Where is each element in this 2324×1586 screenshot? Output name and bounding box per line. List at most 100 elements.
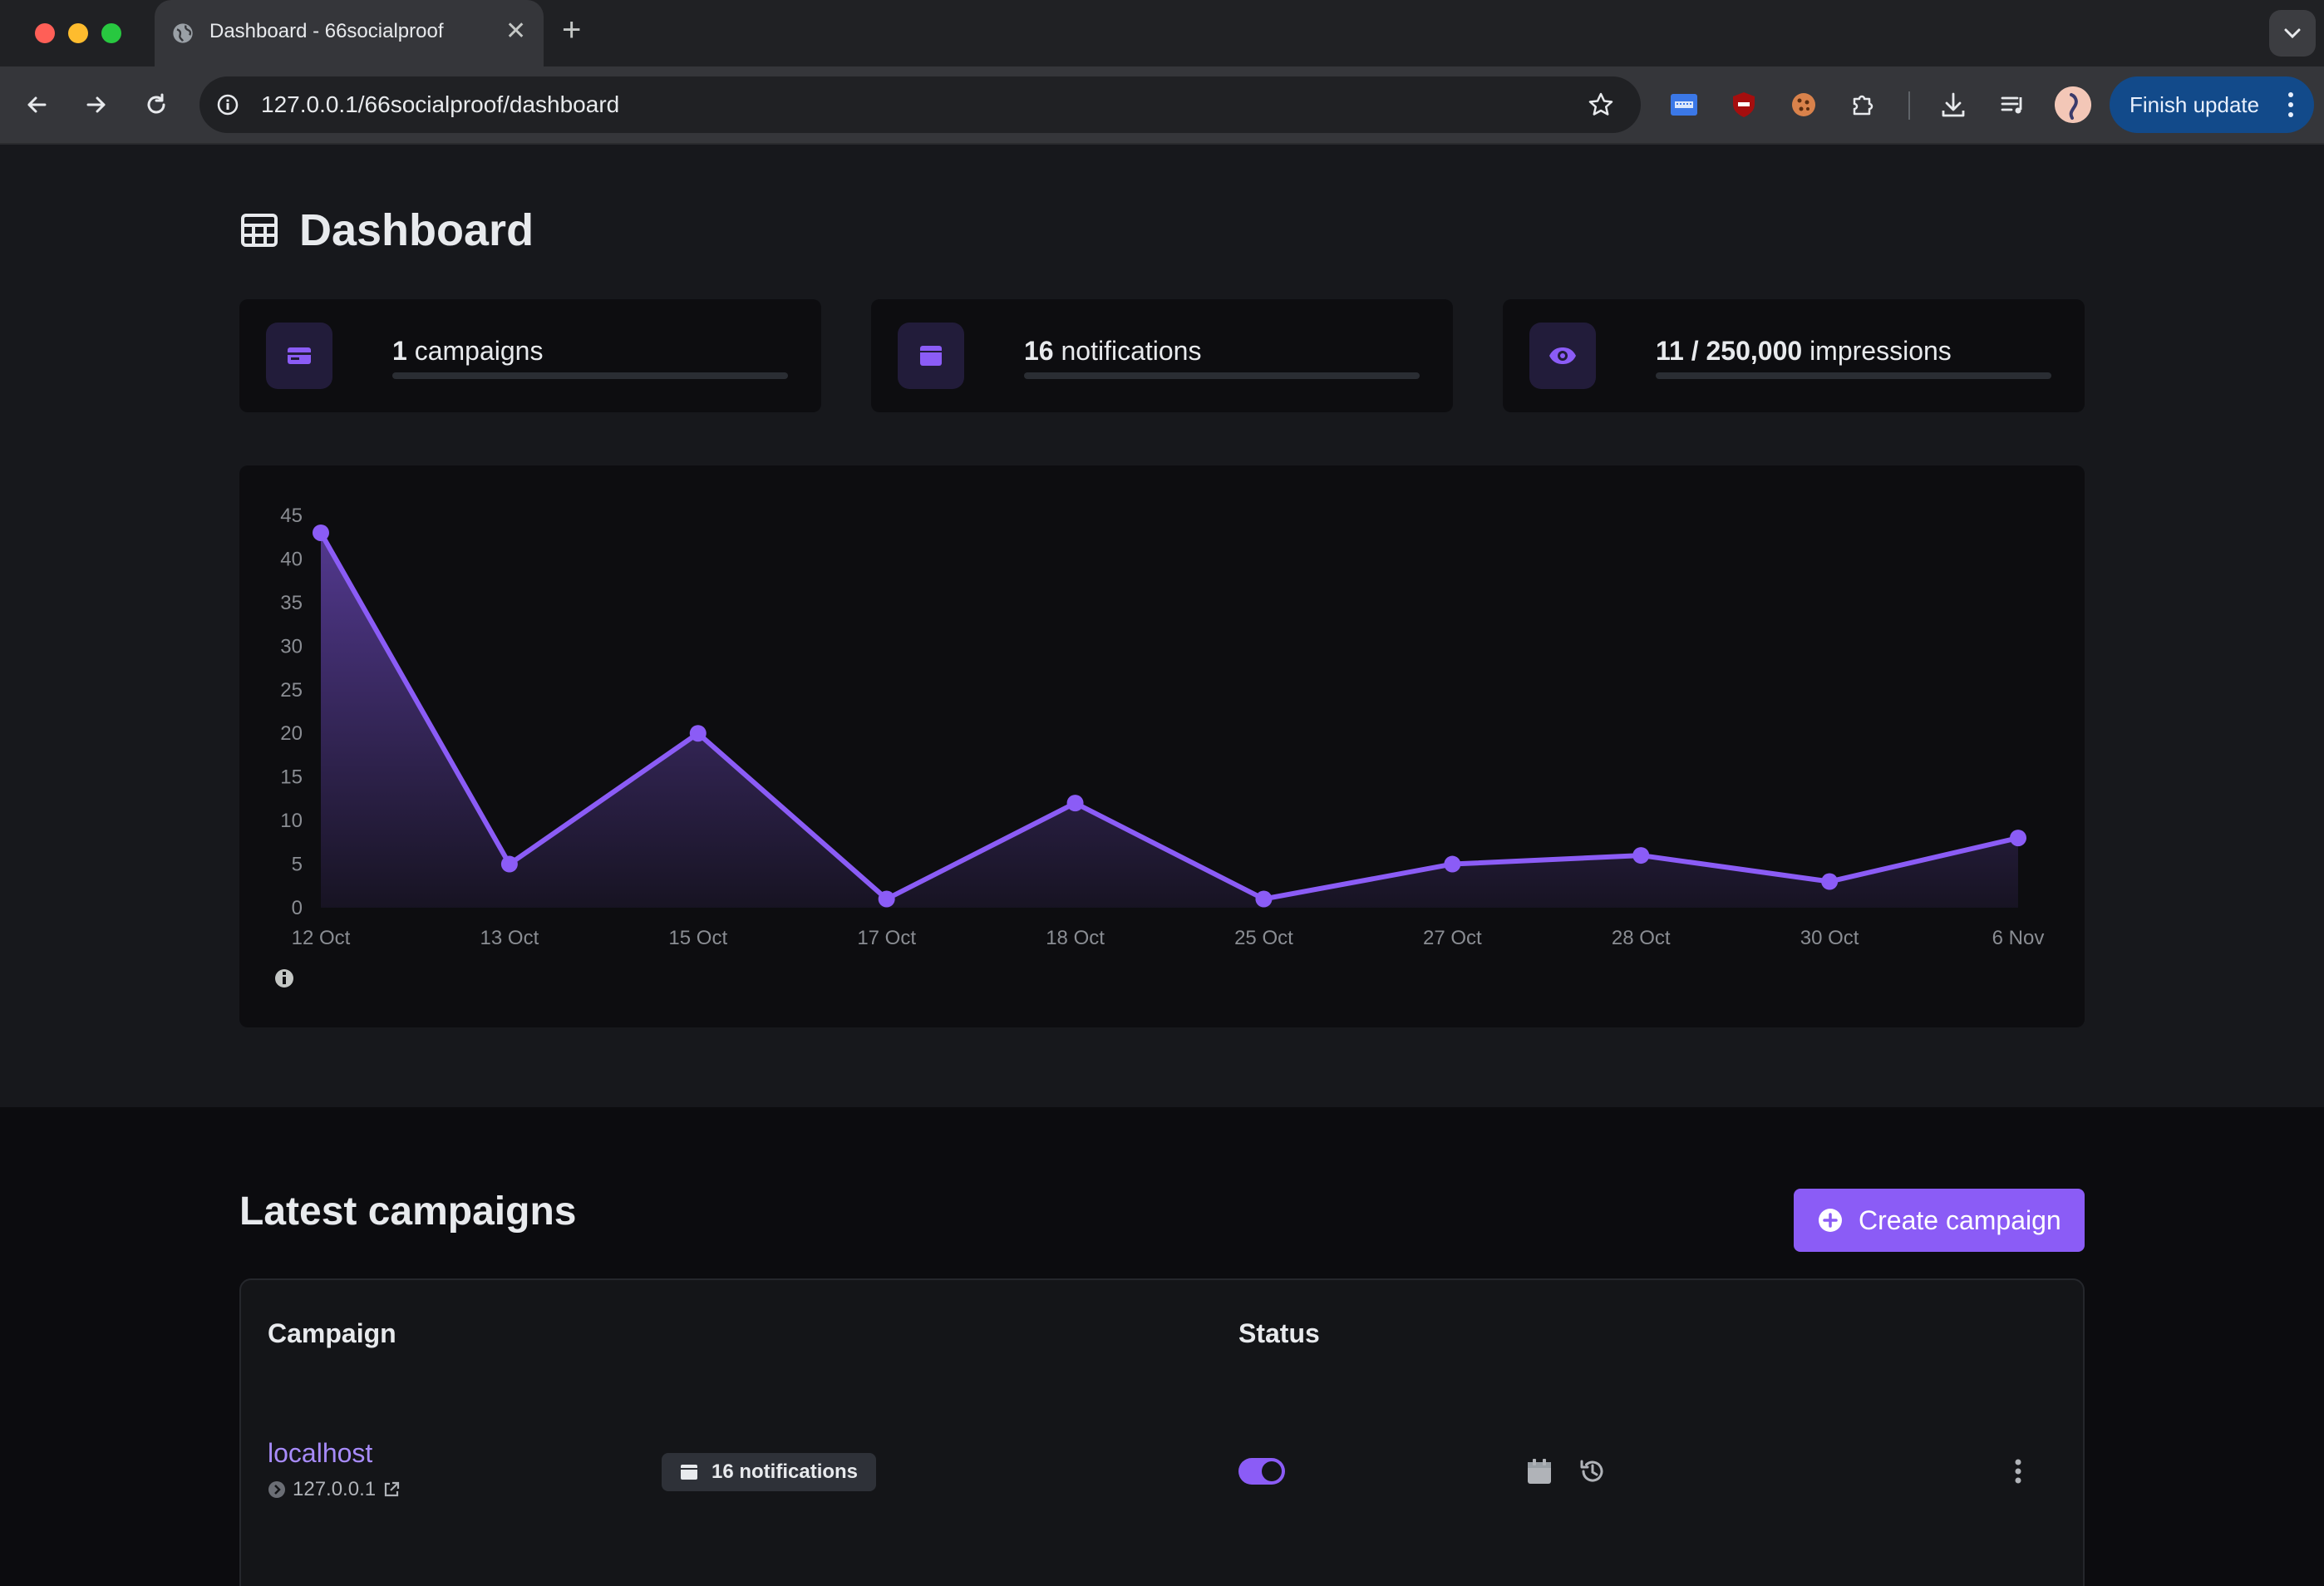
chart-data-point[interactable]	[2010, 830, 2026, 847]
stat-notifications-text: 16 notifications	[1024, 336, 1202, 366]
notifications-badge[interactable]: 16 notifications	[662, 1453, 877, 1491]
y-tick-label: 20	[280, 722, 303, 745]
table-grid-icon	[241, 214, 278, 247]
chart-series-line	[318, 531, 2019, 902]
site-info-icon[interactable]	[216, 93, 239, 116]
address-bar[interactable]: 127.0.0.1/66socialproof/dashboard	[199, 76, 1641, 133]
reload-icon	[147, 93, 165, 114]
more-options-icon[interactable]	[2001, 1455, 2035, 1488]
stat-campaigns-progress	[392, 372, 788, 379]
stat-impressions-progress	[1656, 372, 2051, 379]
extension-keyboard-icon[interactable]	[1667, 88, 1701, 121]
arrow-right-icon	[86, 96, 106, 113]
chart-data-point[interactable]	[689, 725, 707, 742]
x-tick-label: 6 Nov	[1992, 927, 2045, 949]
column-header-campaign: Campaign	[268, 1318, 396, 1348]
extension-shield-icon[interactable]	[1727, 88, 1760, 121]
y-tick-label: 15	[280, 766, 303, 789]
y-tick-label: 40	[280, 548, 303, 570]
reload-button[interactable]	[136, 85, 176, 125]
external-link-icon[interactable]	[382, 1480, 401, 1499]
stat-impressions-text: 11 / 250,000 impressions	[1656, 336, 1952, 366]
bookmark-star-icon[interactable]	[1586, 90, 1616, 120]
stat-icon-box	[266, 323, 332, 389]
create-campaign-button[interactable]: Create campaign	[1794, 1189, 2085, 1252]
chart-data-point[interactable]	[500, 855, 518, 873]
y-tick-label: 0	[292, 897, 303, 919]
campaign-host-text: 127.0.0.1	[293, 1478, 377, 1500]
browser-titlebar: Dashboard - 66socialproof ✕ +	[0, 0, 2324, 66]
x-tick-label: 27 Oct	[1423, 927, 1482, 949]
chart-area-fill	[321, 532, 2018, 908]
history-icon[interactable]	[1576, 1455, 1609, 1488]
y-tick-label: 35	[280, 592, 303, 614]
extensions-puzzle-icon[interactable]	[1847, 88, 1880, 121]
column-header-status: Status	[1238, 1318, 1320, 1348]
stat-campaigns-text: 1 campaigns	[392, 336, 544, 366]
back-button[interactable]	[17, 85, 57, 125]
chevron-circle-icon	[268, 1481, 285, 1498]
x-tick-label: 13 Oct	[480, 927, 539, 949]
chart-info-icon[interactable]	[275, 969, 293, 988]
url-text: 127.0.0.1/66socialproof/dashboard	[261, 91, 620, 117]
chart-data-point[interactable]	[313, 524, 329, 541]
toolbar-divider	[1908, 91, 1910, 120]
chart-data-point[interactable]	[878, 890, 895, 908]
notification-window-icon	[681, 1465, 697, 1480]
campaign-name-link[interactable]: localhost	[268, 1438, 373, 1468]
x-tick-label: 12 Oct	[292, 927, 351, 949]
browser-toolbar: 127.0.0.1/66socialproof/dashboard Finish…	[0, 66, 2324, 145]
chart-data-point[interactable]	[1821, 873, 1839, 890]
stat-notifications-progress	[1024, 372, 1420, 379]
x-tick-label: 17 Oct	[857, 927, 916, 949]
latest-campaigns-title: Latest campaigns	[239, 1190, 577, 1234]
finish-update-label: Finish update	[2130, 91, 2260, 117]
globe-icon	[173, 23, 193, 43]
close-window-button[interactable]	[35, 23, 55, 43]
y-tick-label: 5	[292, 854, 303, 876]
stat-icon-box	[1529, 323, 1596, 389]
stat-icon-box	[898, 323, 964, 389]
notifications-badge-label: 16 notifications	[711, 1460, 859, 1483]
y-tick-label: 45	[280, 505, 303, 527]
campaigns-table: Campaign Status localhost 127.0.0.1 16 n…	[239, 1278, 2085, 1586]
minimize-window-button[interactable]	[68, 23, 88, 43]
new-tab-icon[interactable]: +	[562, 12, 582, 48]
x-tick-label: 15 Oct	[668, 927, 727, 949]
maximize-window-button[interactable]	[101, 23, 121, 43]
profile-avatar[interactable]	[2055, 86, 2091, 123]
chart-data-point[interactable]	[1066, 795, 1084, 812]
notification-window-icon	[920, 346, 942, 366]
campaign-status-toggle[interactable]	[1238, 1458, 1285, 1485]
x-tick-label: 18 Oct	[1046, 927, 1105, 949]
campaign-host: 127.0.0.1	[268, 1478, 401, 1501]
page-header: Dashboard	[241, 204, 534, 256]
plus-circle-icon	[1819, 1209, 1842, 1232]
browser-tab[interactable]: Dashboard - 66socialproof ✕	[155, 0, 544, 66]
y-tick-label: 10	[280, 810, 303, 832]
chevron-down-icon	[2284, 28, 2301, 39]
media-queue-icon[interactable]	[1997, 88, 2030, 121]
stat-card-impressions: 11 / 250,000 impressions	[1503, 299, 2085, 412]
stat-card-notifications: 16 notifications	[871, 299, 1453, 412]
page-title: Dashboard	[299, 205, 534, 255]
chart-data-point[interactable]	[1632, 847, 1650, 864]
toggle-knob	[1262, 1461, 1282, 1481]
download-icon[interactable]	[1937, 88, 1970, 121]
tab-list-button[interactable]	[2269, 10, 2316, 57]
create-campaign-label: Create campaign	[1859, 1204, 2061, 1235]
forward-button[interactable]	[76, 85, 116, 125]
finish-update-button[interactable]: Finish update	[2110, 76, 2314, 133]
y-tick-label: 30	[280, 635, 303, 658]
chart-data-point[interactable]	[1255, 890, 1273, 908]
stat-card-campaigns: 1 campaigns	[239, 299, 821, 412]
close-tab-icon[interactable]: ✕	[505, 17, 527, 45]
x-tick-label: 25 Oct	[1234, 927, 1293, 949]
x-tick-label: 28 Oct	[1612, 927, 1671, 949]
calendar-icon[interactable]	[1523, 1455, 1556, 1488]
chart-data-point[interactable]	[1444, 855, 1461, 873]
extension-cookie-icon[interactable]	[1787, 88, 1820, 121]
more-vertical-icon	[2288, 92, 2293, 117]
eye-icon	[1549, 347, 1576, 364]
x-tick-label: 30 Oct	[1800, 927, 1859, 949]
